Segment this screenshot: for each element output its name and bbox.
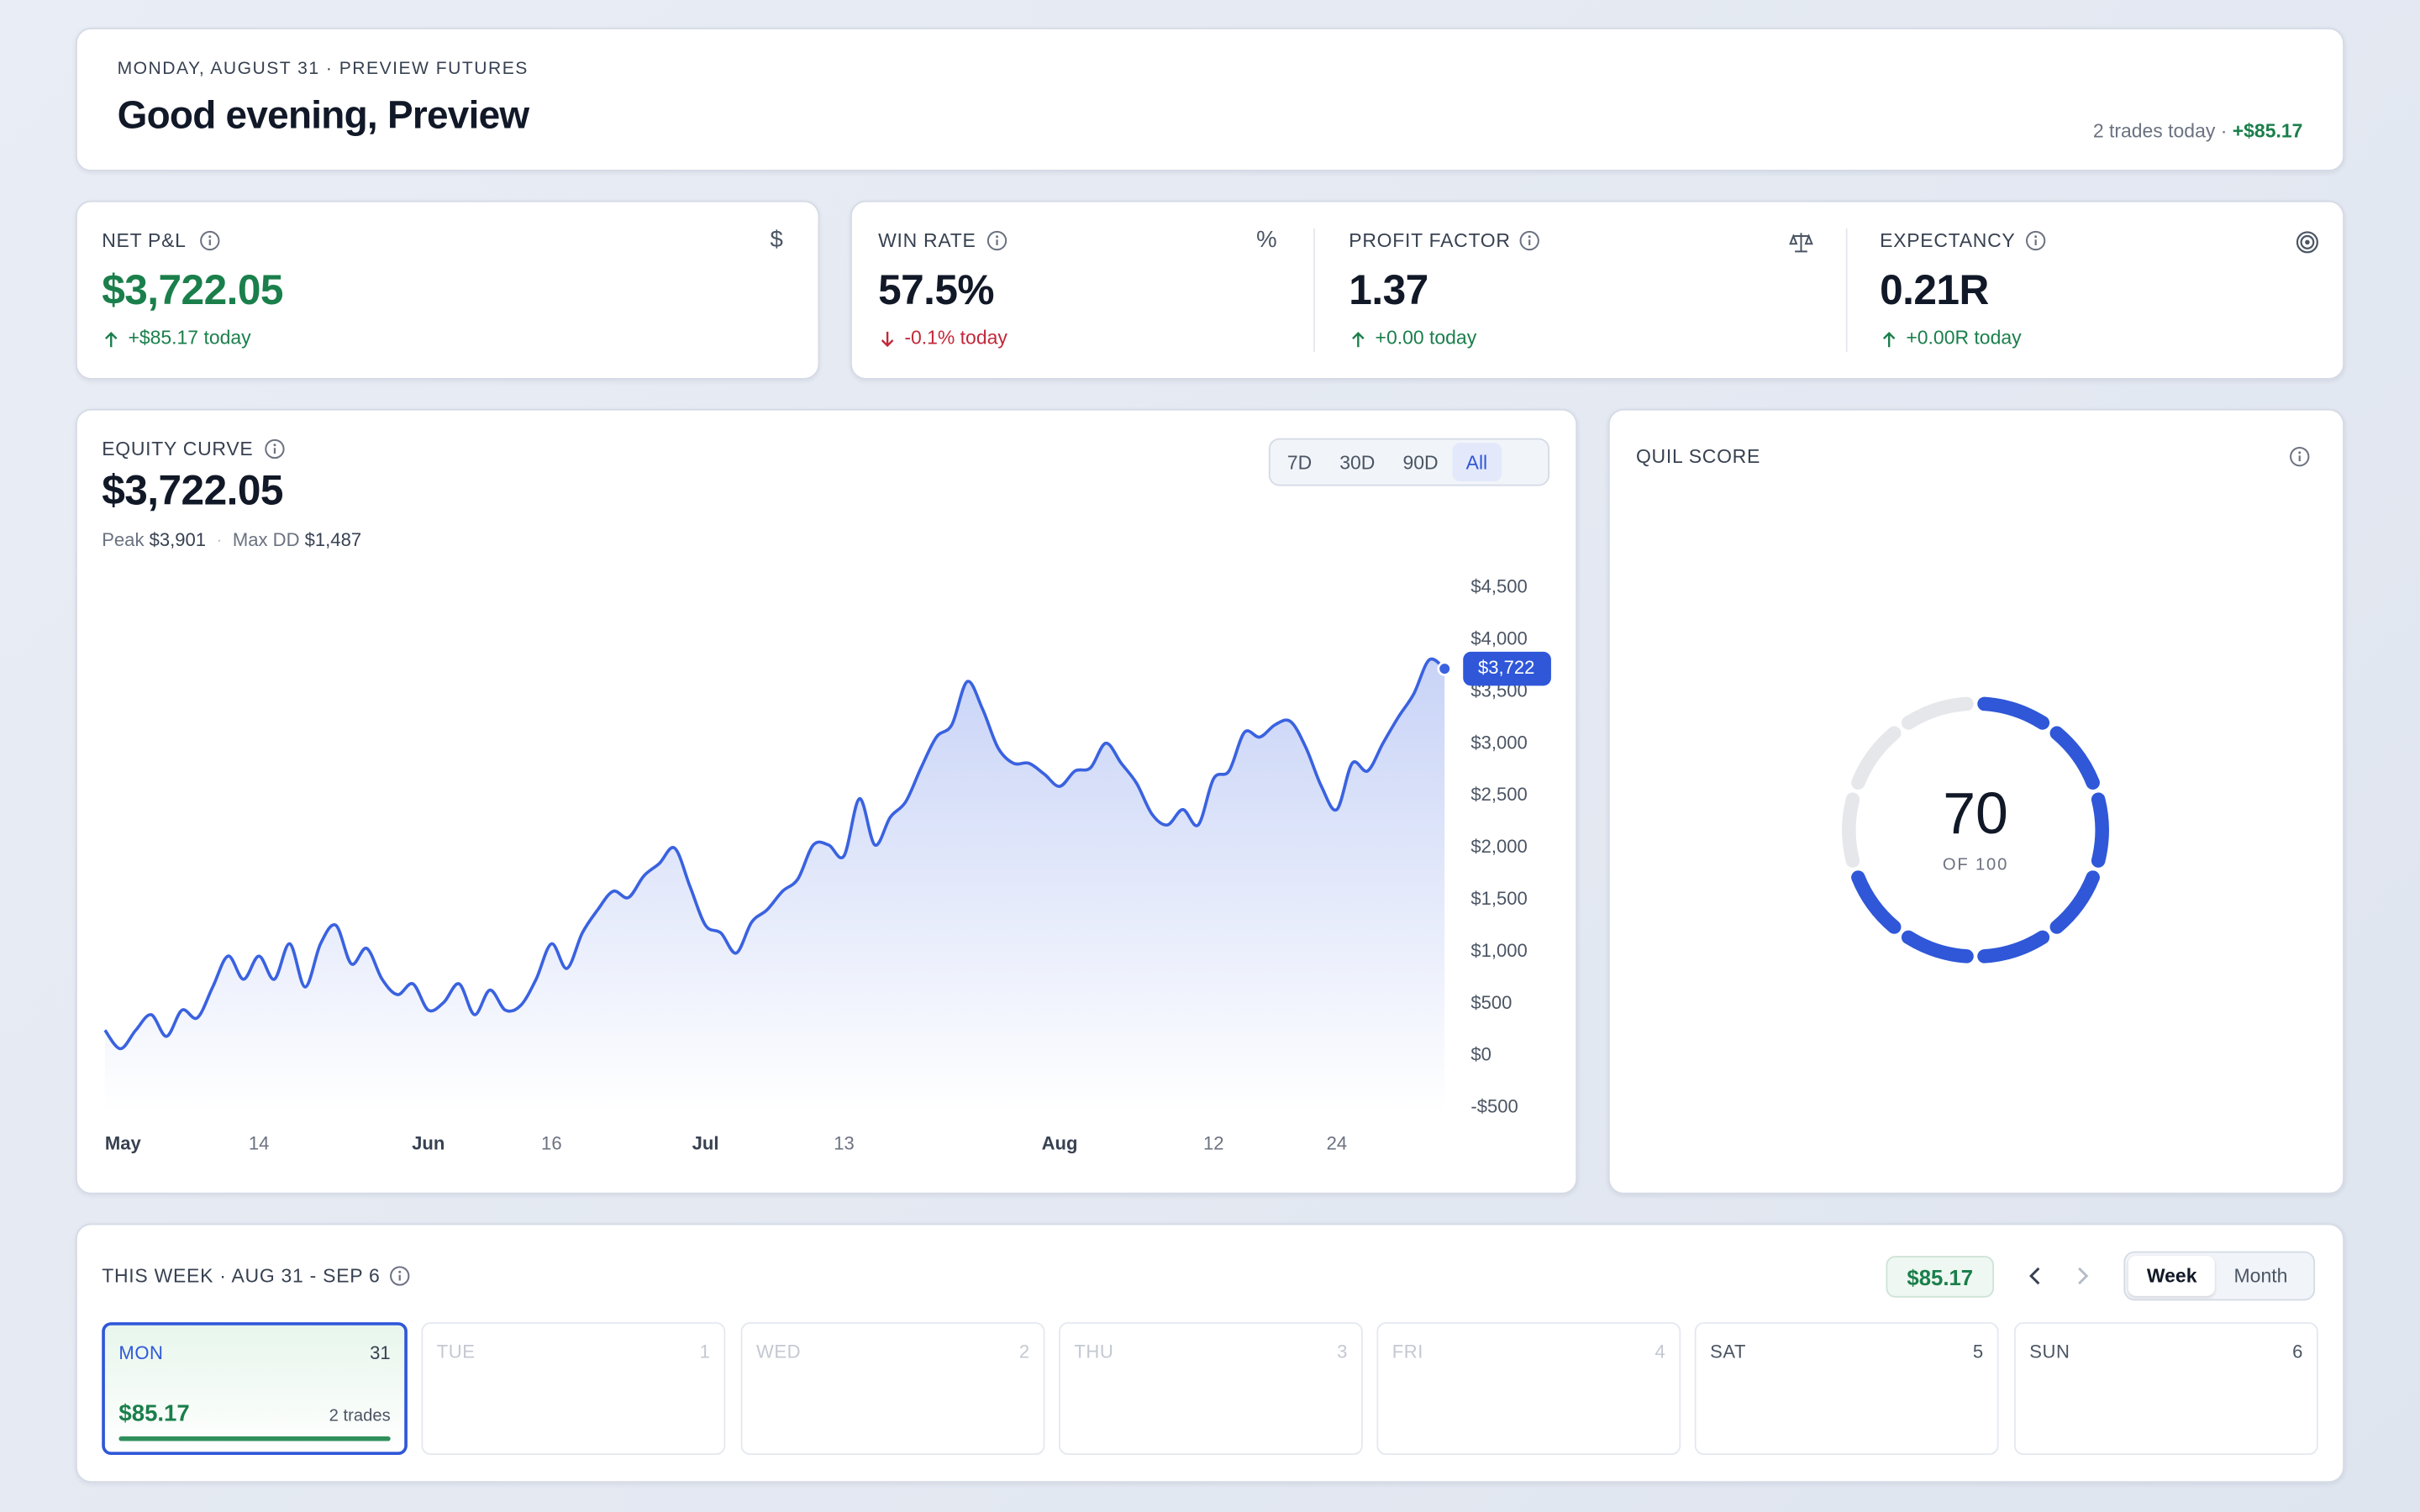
summary-text: 2 trades today ·	[2092, 120, 2228, 142]
day-cell[interactable]: SAT 5	[1694, 1322, 1999, 1456]
summary-amount: +$85.17	[2232, 120, 2303, 142]
stat-icon	[2296, 231, 2318, 254]
day-cell[interactable]: MON 31 $85.17 2 trades	[102, 1322, 408, 1456]
trend-arrow	[881, 331, 894, 348]
prev-button[interactable]	[2023, 1263, 2048, 1288]
view-button[interactable]: Month	[2233, 1265, 2288, 1287]
peak: $3,901	[149, 529, 207, 551]
stat-icon: %	[1256, 227, 1277, 254]
score-ring: 70 OF 100	[1842, 696, 2109, 963]
day-name: MON	[118, 1341, 164, 1364]
trend-arrow	[1352, 332, 1365, 348]
score-segment	[2049, 726, 2100, 790]
range-button[interactable]: 7D	[1286, 451, 1313, 473]
next-button[interactable]	[2070, 1263, 2094, 1288]
info-icon[interactable]	[199, 230, 221, 252]
equity-label: EQUITY CURVE	[102, 438, 254, 460]
day-name: SAT	[1710, 1341, 1747, 1362]
score-caption: OF 100	[1943, 856, 2008, 874]
day-bar	[118, 1436, 391, 1441]
day-cell[interactable]: WED 2	[740, 1322, 1045, 1456]
week-total: $85.17	[1886, 1256, 1995, 1298]
greeting: Good evening, Preview	[117, 94, 530, 138]
score-card: QUIL SCORE	[1607, 408, 2345, 1194]
info-icon[interactable]	[389, 1265, 411, 1287]
info-icon[interactable]	[2025, 230, 2047, 252]
score-track	[1901, 696, 1974, 730]
divider	[1313, 228, 1315, 352]
info-icon[interactable]	[2289, 446, 2311, 468]
score-track	[1851, 726, 1902, 790]
trend-arrow	[104, 332, 118, 348]
dd-label: Max DD	[232, 529, 300, 551]
stat-value: $3,722.05	[102, 266, 283, 313]
score-title: QUIL SCORE	[1635, 445, 1761, 468]
equity-card	[76, 408, 1578, 1194]
day-cell[interactable]: TUE 1	[421, 1322, 726, 1456]
equity-meta: Peak $3,901 · Max DD $1,487	[102, 529, 362, 551]
day-name: FRI	[1392, 1341, 1423, 1362]
range-button[interactable]: 30D	[1339, 451, 1376, 473]
score-segment	[1977, 696, 2050, 730]
stat-card	[850, 200, 2345, 380]
view-button[interactable]: Week	[2128, 1256, 2216, 1296]
stat-icon	[1789, 233, 1813, 253]
week-title: THIS WEEK · AUG 31 - SEP 6	[102, 1265, 381, 1287]
day-name: TUE	[436, 1341, 476, 1362]
stat-change: +0.00 today	[1375, 327, 1477, 349]
day-date: 4	[1655, 1341, 1665, 1362]
day-trades: 2 trades	[329, 1407, 391, 1426]
info-icon[interactable]	[986, 230, 1008, 252]
score-segment	[2049, 870, 2100, 934]
divider	[1845, 228, 1848, 352]
stat-value: 0.21R	[1880, 266, 1989, 313]
score-value: 70	[1943, 780, 2008, 846]
stat-label: EXPECTANCY	[1880, 229, 2016, 252]
day-name: SUN	[2029, 1341, 2070, 1362]
stat-label: WIN RATE	[878, 229, 976, 252]
stat-label: NET P&L	[102, 229, 187, 252]
stat-change: +0.00R today	[1906, 327, 2022, 349]
day-name: THU	[1074, 1341, 1114, 1362]
info-icon[interactable]	[264, 438, 286, 460]
day-cell[interactable]: FRI 4	[1376, 1322, 1681, 1456]
equity-value: $3,722.05	[102, 467, 283, 514]
day-date: 2	[1018, 1341, 1030, 1362]
stat-change: +$85.17 today	[128, 327, 251, 349]
range-button[interactable]: All	[1452, 443, 1502, 482]
day-date: 6	[2292, 1341, 2303, 1362]
trend-arrow	[1882, 332, 1896, 348]
eyebrow: MONDAY, AUGUST 31 · PREVIEW FUTURES	[117, 60, 529, 79]
day-date: 1	[699, 1341, 710, 1362]
stat-label: PROFIT FACTOR	[1349, 229, 1511, 252]
range-toggle: 7D 30D 90D All	[1268, 438, 1550, 486]
stat-change: -0.1% today	[904, 327, 1007, 349]
day-date: 5	[1972, 1341, 1984, 1362]
score-segment	[2091, 792, 2109, 868]
score-segment	[1977, 930, 2050, 963]
range-button[interactable]: 90D	[1402, 451, 1439, 473]
peak-label: Peak	[102, 529, 145, 551]
day-date: 3	[1337, 1341, 1348, 1362]
day-cell[interactable]: THU 3	[1059, 1322, 1363, 1456]
day-cell[interactable]: SUN 6	[2013, 1322, 2318, 1456]
day-amount: $85.17	[118, 1400, 190, 1427]
stat-value: 57.5%	[878, 266, 994, 313]
info-icon[interactable]	[1518, 230, 1540, 252]
header-card: MONDAY, AUGUST 31 · PREVIEW FUTURES Good…	[76, 28, 2345, 171]
stat-icon: $	[770, 227, 783, 254]
dd: $1,487	[304, 529, 362, 551]
score-track	[1842, 792, 1860, 868]
stat-card	[76, 200, 820, 380]
score-segment	[1901, 930, 1974, 963]
day-date: 31	[370, 1341, 391, 1364]
stat-value: 1.37	[1349, 266, 1428, 313]
summary: 2 trades today · +$85.17	[2093, 120, 2303, 142]
day-name: WED	[756, 1341, 802, 1362]
view-toggle: Week Month	[2123, 1251, 2316, 1301]
score-segment	[1851, 870, 1902, 934]
